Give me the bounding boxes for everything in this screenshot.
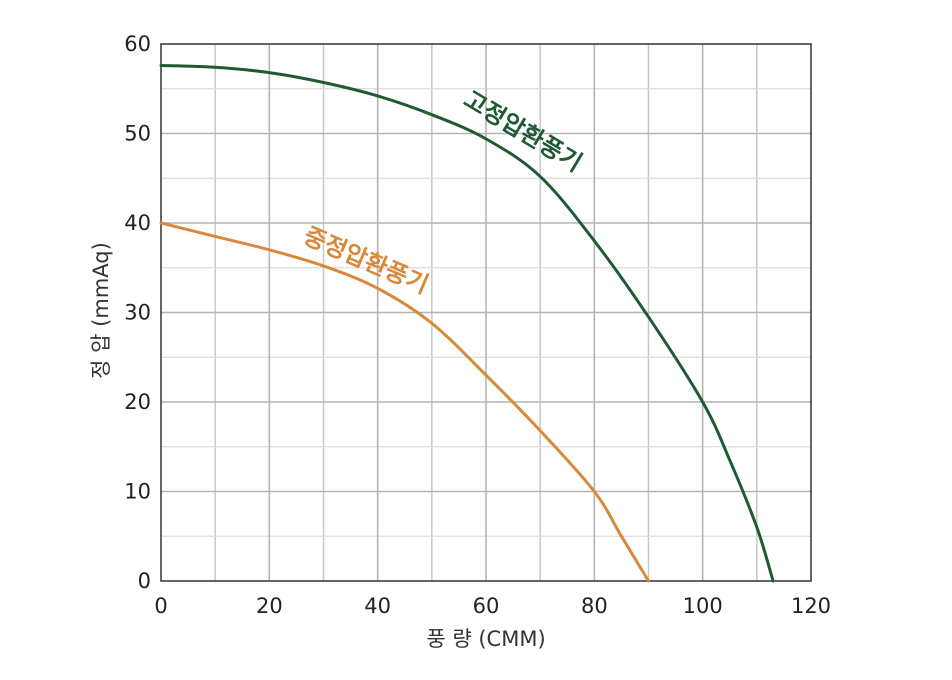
x-tick-label: 120 (791, 594, 831, 618)
series-line-high-pressure (159, 63, 775, 583)
x-tick-label: 40 (364, 594, 391, 618)
y-tick-label: 10 (124, 480, 151, 504)
x-tick-label: 0 (154, 594, 167, 618)
x-tick-label: 100 (683, 594, 723, 618)
x-tick-label: 80 (581, 594, 608, 618)
x-tick-label: 20 (256, 594, 283, 618)
x-tick-label: 60 (473, 594, 500, 618)
major-gridlines (161, 44, 811, 581)
series-line-mid-pressure (159, 221, 650, 583)
y-axis-title: 정 압 (mmAq) (89, 242, 113, 379)
series-label-mid-pressure: 중정압환풍기 (300, 222, 433, 300)
series-layer (159, 63, 775, 583)
y-tick-label: 60 (124, 32, 151, 56)
y-tick-label: 20 (124, 390, 151, 414)
y-tick-label: 30 (124, 301, 151, 325)
y-tick-label: 0 (138, 569, 151, 593)
y-tick-labels: 0 10 20 30 40 50 60 (124, 32, 151, 593)
x-axis-title: 풍 량 (CMM) (426, 627, 545, 651)
x-tick-labels: 0 20 40 60 80 100 120 (154, 594, 831, 618)
y-tick-label: 40 (124, 211, 151, 235)
plot-frame (160, 43, 812, 582)
y-tick-label: 50 (124, 122, 151, 146)
